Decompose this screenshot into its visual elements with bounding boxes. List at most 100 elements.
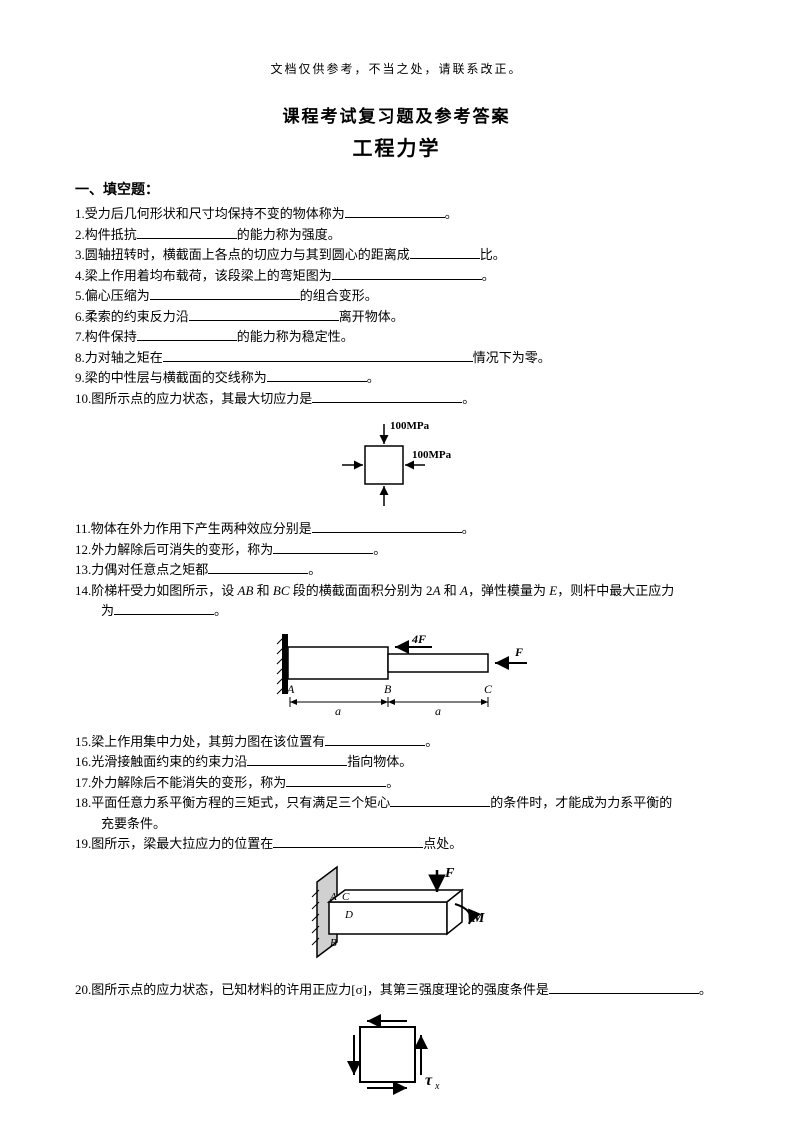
q14-a2: A — [460, 583, 468, 598]
q7-t1: 构件保持 — [85, 329, 137, 344]
main-title: 课程考试复习题及参考答案 — [75, 102, 718, 127]
q11-t1: 物体在外力作用下产生两种效应分别是 — [91, 521, 312, 536]
q18-t1: 平面任意力系平衡方程的三矩式，只有满足三个矩心 — [91, 795, 390, 810]
fig19-d: D — [344, 909, 353, 921]
fig14-a-label: A — [286, 682, 295, 696]
question-6: 6.柔索的约束反力沿离开物体。 — [75, 307, 718, 327]
q17-num: 17. — [75, 775, 91, 790]
q3-num: 3. — [75, 247, 85, 262]
fig10-right-label: 100MPa — [412, 449, 452, 461]
q10-num: 10. — [75, 391, 91, 406]
q9-num: 9. — [75, 370, 85, 385]
q11-t2: 。 — [462, 521, 475, 536]
q14-bc: BC — [273, 583, 290, 598]
question-18: 18.平面任意力系平衡方程的三矩式，只有满足三个矩心的条件时，才能成为力系平衡的 — [75, 793, 718, 813]
q19-t2: 点处。 — [423, 836, 462, 851]
q14-t1: 阶梯杆受力如图所示，设 — [91, 583, 237, 598]
q5-num: 5. — [75, 288, 85, 303]
shear-element-icon: τ x — [332, 1007, 462, 1107]
sub-title: 工程力学 — [75, 132, 718, 161]
question-13: 13.力偶对任意点之矩都。 — [75, 560, 718, 580]
q7-blank — [137, 327, 237, 341]
fig14-dim-a2: a — [435, 704, 441, 718]
question-18-line2: 充要条件。 — [75, 814, 718, 834]
q7-num: 7. — [75, 329, 85, 344]
q15-blank — [325, 732, 425, 746]
fig19-b: B — [330, 937, 337, 949]
fig14-b-label: B — [384, 682, 392, 696]
q15-num: 15. — [75, 734, 91, 749]
question-14: 14.阶梯杆受力如图所示，设 AB 和 BC 段的横截面面积分别为 2A 和 A… — [75, 581, 718, 601]
q4-blank — [332, 266, 482, 280]
q14-num: 14. — [75, 583, 91, 598]
section-1-heading: 一、填空题： — [75, 179, 718, 199]
q13-t1: 力偶对任意点之矩都 — [91, 562, 208, 577]
q10-t2: 。 — [462, 391, 475, 406]
q2-blank — [137, 225, 237, 239]
question-15: 15.梁上作用集中力处，其剪力图在该位置有。 — [75, 732, 718, 752]
q1-blank — [345, 204, 445, 218]
q3-t1: 圆轴扭转时，横截面上各点的切应力与其到圆心的距离成 — [85, 247, 410, 262]
figure-19: A B C D F M — [75, 862, 718, 972]
q18-num: 18. — [75, 795, 91, 810]
question-5: 5.偏心压缩为的组合变形。 — [75, 286, 718, 306]
q7-t2: 的能力称为稳定性。 — [237, 329, 354, 344]
fig14-dim-a1: a — [335, 704, 341, 718]
q2-t1: 构件抵抗 — [85, 227, 137, 242]
q18-t3: 充要条件。 — [101, 816, 166, 831]
q10-blank — [312, 389, 462, 403]
q14-ab: AB — [238, 583, 254, 598]
q12-t1: 外力解除后可消失的变形，称为 — [91, 542, 273, 557]
fig19-a: A — [329, 891, 337, 903]
q3-t2: 比。 — [480, 247, 506, 262]
q12-blank — [273, 540, 373, 554]
q9-t1: 梁的中性层与横截面的交线称为 — [85, 370, 267, 385]
q20-t2: 。 — [699, 982, 712, 997]
fig10-top-label: 100MPa — [390, 420, 430, 432]
q14-t8: 。 — [214, 603, 227, 618]
q15-t1: 梁上作用集中力处，其剪力图在该位置有 — [91, 734, 325, 749]
fig19-f: F — [444, 866, 455, 881]
question-7: 7.构件保持 的能力称为稳定性。 — [75, 327, 718, 347]
q14-t5: ，弹性模量为 — [468, 583, 549, 598]
q14-blank — [114, 601, 214, 615]
question-16: 16.光滑接触面约束的约束力沿指向物体。 — [75, 752, 718, 772]
q16-blank — [247, 752, 347, 766]
q17-t2: 。 — [386, 775, 399, 790]
fig19-c: C — [342, 891, 350, 903]
question-9: 9.梁的中性层与横截面的交线称为 。 — [75, 368, 718, 388]
q9-blank — [267, 368, 367, 382]
fig19-m: M — [471, 911, 485, 926]
q11-blank — [312, 519, 462, 533]
q5-t1: 偏心压缩为 — [85, 288, 150, 303]
question-4: 4.梁上作用着均布载荷，该段梁上的弯矩图为。 — [75, 266, 718, 286]
q6-blank — [189, 307, 339, 321]
question-20: 20.图所示点的应力状态，已知材料的许用正应力[σ]，其第三强度理论的强度条件是… — [75, 980, 718, 1000]
q6-num: 6. — [75, 309, 85, 324]
question-17: 17.外力解除后不能消失的变形，称为。 — [75, 773, 718, 793]
header-note: 文档仅供参考，不当之处，请联系改正。 — [75, 60, 718, 77]
q1-t2: 。 — [445, 206, 458, 221]
q1-num: 1. — [75, 206, 85, 221]
question-12: 12.外力解除后可消失的变形，称为。 — [75, 540, 718, 560]
stepped-bar-icon: 4F F A B C a a — [257, 629, 537, 724]
fig14-c-label: C — [484, 682, 493, 696]
question-11: 11.物体在外力作用下产生两种效应分别是。 — [75, 519, 718, 539]
q9-t2: 。 — [367, 370, 380, 385]
question-14-line2: 为。 — [75, 601, 718, 621]
q14-e: E — [549, 583, 557, 598]
q16-num: 16. — [75, 754, 91, 769]
q1-t1: 受力后几何形状和尺寸均保持不变的物体称为 — [85, 206, 345, 221]
q8-num: 8. — [75, 350, 85, 365]
q13-num: 13. — [75, 562, 91, 577]
q6-t1: 柔索的约束反力沿 — [85, 309, 189, 324]
figure-14: 4F F A B C a a — [75, 629, 718, 724]
q2-t2: 的能力称为强度。 — [237, 227, 341, 242]
figure-10: 100MPa 100MPa — [75, 416, 718, 511]
stress-element-icon: 100MPa 100MPa — [317, 416, 477, 511]
fig14-4f: 4F — [411, 632, 426, 646]
q17-blank — [286, 773, 386, 787]
q14-t7: 为 — [101, 603, 114, 618]
q20-t1: 图所示点的应力状态，已知材料的许用正应力[σ]，其第三强度理论的强度条件是 — [91, 982, 549, 997]
question-8: 8.力对轴之矩在情况下为零。 — [75, 348, 718, 368]
